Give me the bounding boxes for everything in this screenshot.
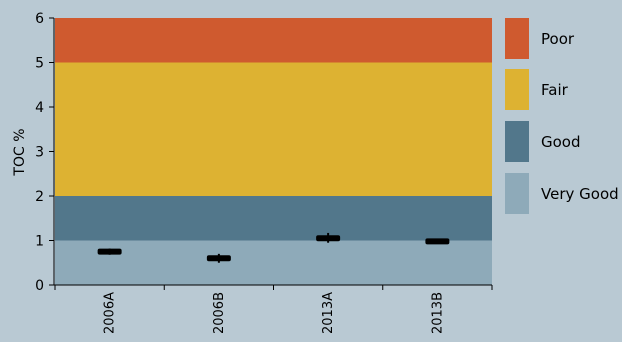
y-tick-label: 3 bbox=[35, 145, 44, 161]
band-layer bbox=[55, 18, 492, 285]
band-poor bbox=[55, 18, 492, 63]
x-tick-label-2013b: 2013B bbox=[430, 292, 445, 334]
x-tick-label-2013a: 2013A bbox=[321, 292, 336, 334]
data-point-2006a bbox=[97, 248, 122, 255]
data-point-2013a bbox=[316, 235, 341, 242]
y-tick-layer: 0 1 2 3 4 5 6 bbox=[35, 11, 54, 294]
data-point-2013b bbox=[425, 238, 450, 245]
y-tick-label: 0 bbox=[35, 278, 44, 294]
marker-layer bbox=[97, 232, 450, 263]
x-tick-label-2006a: 2006A bbox=[103, 292, 118, 334]
y-tick-label: 2 bbox=[35, 189, 44, 205]
y-tick-label: 6 bbox=[35, 11, 44, 27]
x-tick-label-2006b: 2006B bbox=[212, 292, 227, 334]
y-tick-label: 1 bbox=[35, 234, 44, 250]
y-tick-label: 4 bbox=[35, 100, 44, 116]
y-axis-label: TOC % bbox=[12, 128, 28, 176]
band-good bbox=[55, 196, 492, 241]
band-fair bbox=[55, 62, 492, 196]
y-tick-label: 5 bbox=[35, 56, 44, 72]
x-tick-layer: 2006A 2006B 2013A 2013B bbox=[54, 285, 493, 334]
data-point-2006b bbox=[206, 255, 231, 262]
band-very-good bbox=[55, 240, 492, 285]
